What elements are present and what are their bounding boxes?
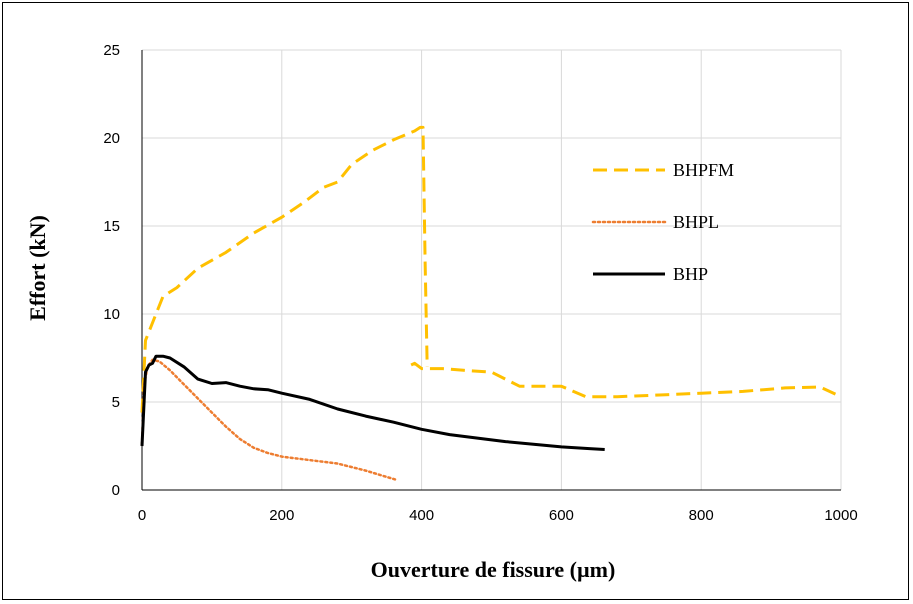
legend-item-bhpl: BHPL — [591, 212, 719, 232]
legend: BHPFM BHPL BHP — [591, 160, 734, 284]
series-line-bhpfm — [140, 125, 429, 413]
gridlines — [142, 49, 842, 490]
x-axis-title: Ouverture de fissure (µm) — [371, 557, 616, 582]
legend-item-bhp: BHP — [593, 264, 708, 284]
legend-label: BHP — [673, 264, 708, 284]
y-axis-title: Effort (kN) — [25, 215, 50, 321]
legend-item-bhpfm: BHPFM — [593, 160, 734, 180]
y-tick-label: 20 — [103, 130, 120, 147]
x-tick-label: 200 — [269, 507, 294, 524]
x-tick-label: 400 — [409, 507, 434, 524]
x-tick-label: 600 — [549, 507, 574, 524]
y-tick-label: 15 — [103, 218, 120, 235]
x-tick-label: 1000 — [824, 507, 857, 524]
series-line-bhpfm — [410, 361, 842, 399]
series-bhpl — [140, 358, 397, 481]
y-tick-label: 5 — [112, 394, 120, 411]
y-tick-label: 25 — [103, 42, 120, 59]
tick-labels: 0 200 400 600 800 1000 0 5 10 15 20 25 — [103, 42, 857, 524]
legend-label: BHPL — [673, 212, 719, 232]
series-bhpfm — [140, 125, 842, 413]
series-lines — [140, 125, 842, 481]
axes — [141, 50, 841, 491]
series-line-bhpl — [140, 358, 397, 481]
y-tick-label: 10 — [103, 306, 120, 323]
y-tick-label: 0 — [112, 482, 120, 499]
x-tick-label: 0 — [138, 507, 146, 524]
x-tick-label: 800 — [689, 507, 714, 524]
series-line-bhp — [140, 354, 605, 451]
series-bhp — [140, 354, 605, 451]
legend-label: BHPFM — [673, 160, 734, 180]
